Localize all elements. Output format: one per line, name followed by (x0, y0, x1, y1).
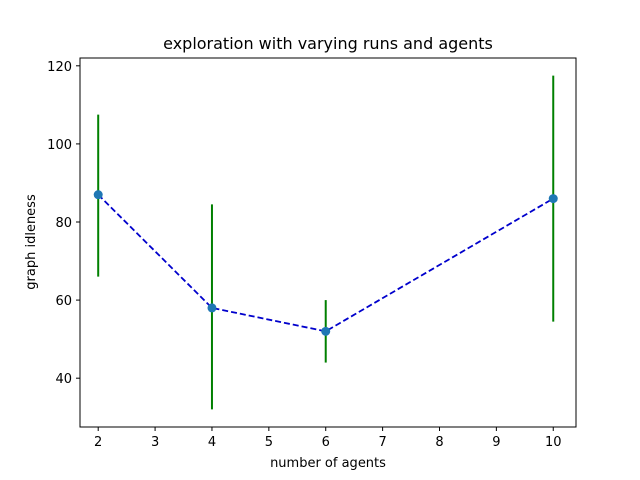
x-tick-label: 6 (322, 435, 330, 450)
y-axis-label: graph idleness (24, 194, 39, 290)
data-point (548, 194, 558, 204)
data-point (93, 190, 103, 200)
data-point (207, 303, 217, 313)
chart-title: exploration with varying runs and agents (163, 34, 493, 53)
y-tick-label: 100 (47, 138, 72, 153)
x-tick-label: 8 (435, 435, 443, 450)
x-tick-label: 3 (151, 435, 159, 450)
y-axis: 40 60 80 100 120 (47, 60, 80, 387)
y-tick-label: 120 (47, 60, 72, 75)
x-tick-label: 10 (545, 435, 562, 450)
plot-area (79, 57, 577, 428)
x-tick-label: 5 (265, 435, 273, 450)
data-marks (93, 75, 558, 410)
x-tick-label: 4 (208, 435, 216, 450)
x-tick-label: 7 (378, 435, 386, 450)
y-tick-label: 60 (55, 294, 72, 309)
series-line (97, 194, 554, 333)
y-tick-label: 40 (55, 372, 72, 387)
plot-frame (79, 57, 577, 428)
x-tick-label: 9 (492, 435, 500, 450)
x-tick-label: 2 (94, 435, 102, 450)
x-axis: 2 3 4 5 6 7 8 9 10 (94, 427, 562, 450)
data-point (321, 326, 331, 336)
y-tick-label: 80 (55, 216, 72, 231)
x-axis-label: number of agents (270, 456, 386, 471)
